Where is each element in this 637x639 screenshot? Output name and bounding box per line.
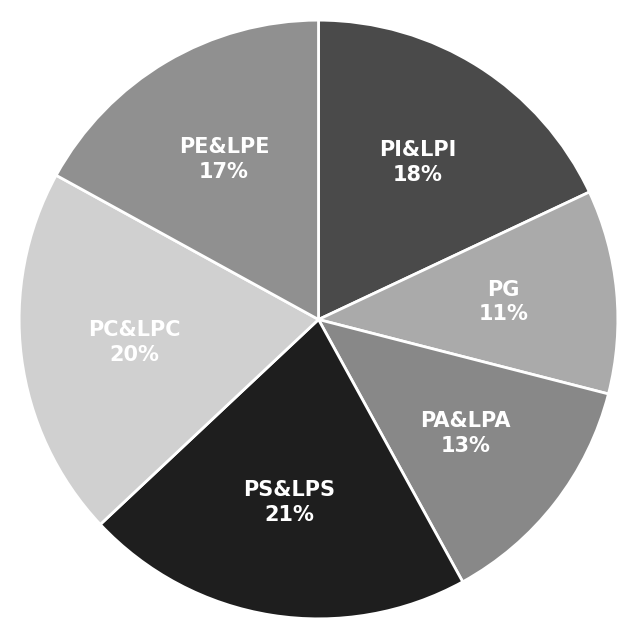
Wedge shape bbox=[56, 20, 318, 319]
Text: PG
11%: PG 11% bbox=[478, 280, 528, 325]
Text: PI&LPI
18%: PI&LPI 18% bbox=[379, 141, 457, 185]
Text: PS&LPS
21%: PS&LPS 21% bbox=[243, 481, 336, 525]
Wedge shape bbox=[100, 320, 462, 619]
Text: PA&LPA
13%: PA&LPA 13% bbox=[420, 411, 510, 456]
Wedge shape bbox=[318, 20, 589, 319]
Wedge shape bbox=[19, 175, 318, 525]
Wedge shape bbox=[318, 320, 608, 582]
Text: PC&LPC
20%: PC&LPC 20% bbox=[88, 320, 181, 365]
Text: PE&LPE
17%: PE&LPE 17% bbox=[179, 137, 269, 182]
Wedge shape bbox=[318, 192, 618, 394]
